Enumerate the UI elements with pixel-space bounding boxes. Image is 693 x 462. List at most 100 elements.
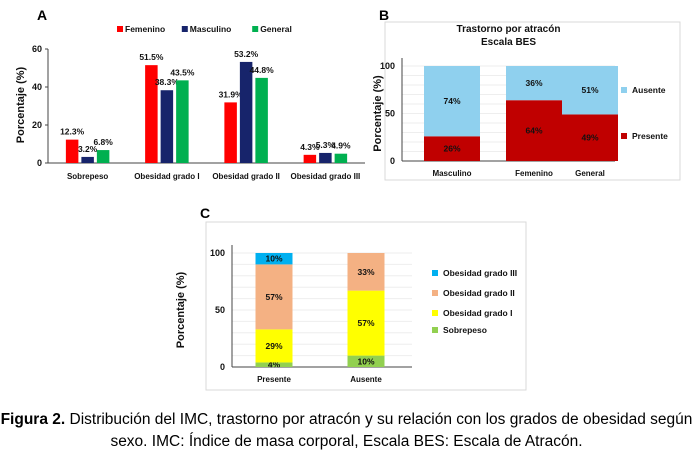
bar-segment-obesidad-grado-i-ausente xyxy=(347,290,385,356)
bar-femenino-obesidad-grado-i xyxy=(145,65,158,163)
panel-a-category-label: Sobrepeso xyxy=(67,172,108,181)
panel-c-y-tick-label: 100 xyxy=(210,248,225,258)
bar-general-obesidad-grado-ii xyxy=(255,77,268,163)
data-label-femenino-obesidad-grado-i: 51.5% xyxy=(139,52,164,62)
bar-segment-sobrepeso-presente xyxy=(255,362,293,367)
panel-b-y-tick-label: 50 xyxy=(385,109,395,119)
legend-label-presente: Presente xyxy=(632,131,668,141)
bar-femenino-obesidad-grado-iii xyxy=(303,154,317,163)
bar-segment-presente-masculino xyxy=(424,136,480,161)
figure-canvas: A 0 20 40 60 Porcentaje (%) 12.3% 3.2%6.8% Sobre… xyxy=(15,7,681,391)
legend-label-ausente: Ausente xyxy=(632,85,666,95)
data-label-masculino-sobrepeso: 3.2% xyxy=(78,144,98,154)
panel-a-category-label: Obesidad grado III xyxy=(290,172,360,181)
panel-a-letter: A xyxy=(37,7,47,23)
panel-a-category-label: Obesidad grado I xyxy=(134,172,199,181)
legend-swatch-obesidad-grado-ii xyxy=(432,290,438,296)
bar-femenino-obesidad-grado-ii xyxy=(224,102,237,163)
bar-segment-sobrepeso-ausente xyxy=(347,355,385,367)
bar-segment-obesidad-grado-ii-ausente xyxy=(347,253,385,291)
segment-label-obesidad-grado-ii-ausente: 33% xyxy=(357,267,374,277)
segment-label-obesidad-grado-i-ausente: 57% xyxy=(357,318,374,328)
figure-caption: Figura 2. Distribución del IMC, trastorn… xyxy=(0,409,693,453)
legend-label-masculino: Masculino xyxy=(190,24,232,34)
legend-swatch-general xyxy=(252,26,259,32)
segment-label-presente-masculino: 26% xyxy=(443,144,460,154)
bar-masculino-sobrepeso xyxy=(81,156,94,163)
legend-swatch-obesidad-grado-iii xyxy=(432,270,438,276)
data-label-masculino-obesidad-grado-iii: 5.3% xyxy=(316,140,336,150)
legend-swatch-femenino xyxy=(117,26,123,32)
segment-label-ausente-general: 51% xyxy=(581,85,598,95)
legend-label-obesidad-grado-i: Obesidad grado I xyxy=(443,308,512,318)
data-label-masculino-obesidad-grado-ii: 53.2% xyxy=(234,49,259,59)
panel-c-y-tick-label: 50 xyxy=(215,305,225,315)
segment-label-sobrepeso-presente: 4% xyxy=(268,360,281,370)
data-label-femenino-obesidad-grado-ii: 31.9% xyxy=(219,89,244,99)
panel-c-y-tick-label: 0 xyxy=(220,362,225,372)
segment-label-obesidad-grado-ii-presente: 57% xyxy=(265,292,282,302)
data-label-femenino-sobrepeso: 12.3% xyxy=(60,127,85,137)
data-label-femenino-obesidad-grado-iii: 4.3% xyxy=(300,142,320,152)
legend-swatch-masculino xyxy=(181,26,188,32)
panel-b-subtitle: Escala BES xyxy=(481,37,536,48)
panel-c-category-label: Presente xyxy=(257,375,291,384)
segment-label-sobrepeso-ausente: 10% xyxy=(357,356,374,366)
data-label-general-obesidad-grado-iii: 4.9% xyxy=(331,141,351,151)
panel-a-y-tick-label: 0 xyxy=(37,158,42,168)
bar-segment-obesidad-grado-i-presente xyxy=(255,329,293,363)
bar-femenino-sobrepeso xyxy=(65,139,79,163)
panel-b-frame xyxy=(384,21,681,181)
panel-b-title: Trastorno por atracón xyxy=(457,24,561,35)
panel-a-y-tick-label: 60 xyxy=(32,44,42,54)
data-label-general-obesidad-grado-i: 43.5% xyxy=(170,67,195,77)
legend-swatch-ausente xyxy=(621,87,627,93)
bar-segment-ausente-femenino xyxy=(506,66,562,101)
bar-general-obesidad-grado-i xyxy=(176,80,189,163)
segment-label-ausente-masculino: 74% xyxy=(443,96,460,106)
panel-c-letter: C xyxy=(200,205,210,221)
panel-b-y-tick-label: 100 xyxy=(380,61,395,71)
legend-label-femenino: Femenino xyxy=(125,24,165,34)
caption-text: Distribución del IMC, trastorno por atra… xyxy=(65,411,693,450)
segment-label-obesidad-grado-i-presente: 29% xyxy=(265,341,282,351)
bar-segment-presente-general xyxy=(562,114,618,161)
legend-swatch-sobrepeso xyxy=(432,327,438,333)
legend-label-general: General xyxy=(260,24,292,34)
bar-segment-presente-femenino xyxy=(506,100,562,161)
bar-segment-ausente-masculino xyxy=(424,66,480,137)
panel-b-category-label: Femenino xyxy=(515,169,553,178)
panel-c-frame xyxy=(205,221,527,391)
bar-segment-ausente-general xyxy=(562,66,618,115)
segment-label-obesidad-grado-iii-presente: 10% xyxy=(265,254,282,264)
legend-swatch-obesidad-grado-i xyxy=(432,310,438,316)
panel-b: B 0 50 100 Porcentaje (%) Trastorno por atrac… xyxy=(372,7,681,181)
bar-segment-obesidad-grado-iii-presente xyxy=(255,253,293,265)
panel-b-y-tick-label: 0 xyxy=(390,156,395,166)
legend-label-obesidad-grado-ii: Obesidad grado II xyxy=(443,288,515,298)
panel-c-category-label: Ausente xyxy=(350,375,382,384)
panel-a-y-tick-label: 20 xyxy=(32,120,42,130)
segment-label-ausente-femenino: 36% xyxy=(525,78,542,88)
panel-a-category-label: Obesidad grado II xyxy=(212,172,280,181)
panel-b-letter: B xyxy=(379,7,389,23)
bar-masculino-obesidad-grado-ii xyxy=(239,61,253,163)
segment-label-presente-femenino: 64% xyxy=(525,126,542,136)
bar-masculino-obesidad-grado-iii xyxy=(319,152,332,163)
panel-a-y-axis-label: Porcentaje (%) xyxy=(15,66,27,143)
bar-segment-obesidad-grado-ii-presente xyxy=(255,264,293,330)
legend-swatch-presente xyxy=(621,133,627,139)
bar-masculino-obesidad-grado-i xyxy=(160,90,174,163)
panel-a: A 0 20 40 60 Porcentaje (%) 12.3% 3.2%6.8% Sobre… xyxy=(15,7,365,181)
caption-label: Figura 2. xyxy=(0,411,66,428)
panel-b-category-label: Masculino xyxy=(432,169,471,178)
legend-label-obesidad-grado-iii: Obesidad grado III xyxy=(443,268,517,278)
data-label-general-sobrepeso: 6.8% xyxy=(93,137,113,147)
data-label-general-obesidad-grado-ii: 44.8% xyxy=(250,65,275,75)
panel-c: C 0 50 100 Porcentaje (%) 4% 29% 57% 10% Presente… xyxy=(175,205,527,391)
panel-b-y-axis-label: Porcentaje (%) xyxy=(372,75,384,152)
panel-b-category-label: General xyxy=(575,169,605,178)
bar-general-sobrepeso xyxy=(96,150,110,163)
segment-label-presente-general: 49% xyxy=(581,133,598,143)
panel-a-y-tick-label: 40 xyxy=(32,82,42,92)
